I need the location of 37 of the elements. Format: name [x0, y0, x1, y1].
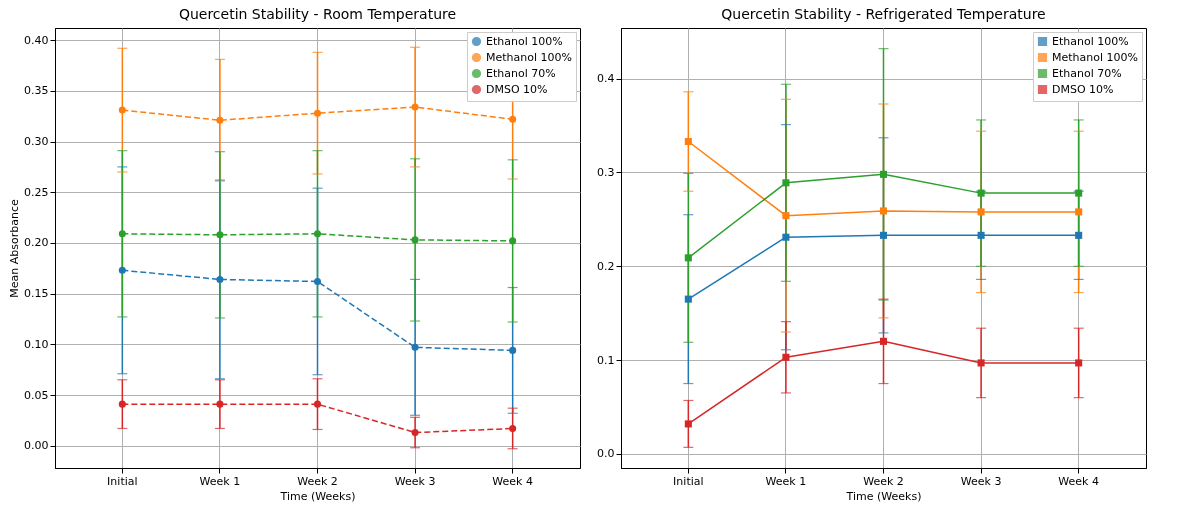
- x-axis-title: Time (Weeks): [845, 489, 922, 503]
- y-axis-title: Mean Absorbance: [8, 199, 22, 298]
- legend-label: Methanol 100%: [1052, 50, 1138, 64]
- y-tick-label: 0.2: [597, 259, 615, 273]
- chart-title: Quercetin Stability - Room Temperature: [178, 6, 457, 22]
- x-tick-label: Week 2: [863, 474, 904, 488]
- y-tick-label: 0.10: [24, 337, 49, 351]
- y-tick-label: 0.15: [24, 287, 49, 301]
- x-tick-label: Week 3: [394, 474, 436, 488]
- y-tick-label: 0.30: [24, 135, 49, 149]
- legend-label: DMSO 10%: [486, 82, 548, 96]
- y-tick-label: 0.0: [597, 447, 615, 461]
- x-tick-label: Week 2: [297, 474, 338, 488]
- y-tick-label: 0.20: [24, 236, 49, 250]
- x-tick-label: Week 1: [765, 474, 807, 488]
- legend-label: Ethanol 100%: [486, 34, 563, 48]
- legend-label: Ethanol 70%: [1052, 66, 1122, 80]
- x-tick-label: Initial: [107, 474, 138, 488]
- x-tick-label: Week 1: [199, 474, 241, 488]
- legend-label: Methanol 100%: [486, 50, 572, 64]
- y-tick-label: 0.3: [597, 165, 615, 179]
- y-tick-label: 0.00: [24, 439, 49, 453]
- x-axis-title: Time (Weeks): [279, 489, 356, 503]
- y-tick-label: 0.05: [24, 388, 49, 402]
- x-tick-label: Week 4: [1058, 474, 1099, 488]
- y-tick-label: 0.35: [24, 84, 49, 98]
- x-tick-label: Week 4: [492, 474, 533, 488]
- y-tick-label: 0.25: [24, 185, 49, 199]
- y-tick-label: 0.1: [597, 353, 615, 367]
- chart-title: Quercetin Stability - Refrigerated Temperature: [721, 6, 1046, 22]
- legend-label: Ethanol 100%: [1052, 34, 1129, 48]
- legend-label: Ethanol 70%: [486, 66, 556, 80]
- x-tick-label: Initial: [673, 474, 704, 488]
- x-tick-label: Week 3: [960, 474, 1002, 488]
- y-tick-label: 0.40: [24, 33, 49, 47]
- legend-label: DMSO 10%: [1052, 82, 1114, 96]
- y-tick-label: 0.4: [597, 72, 615, 86]
